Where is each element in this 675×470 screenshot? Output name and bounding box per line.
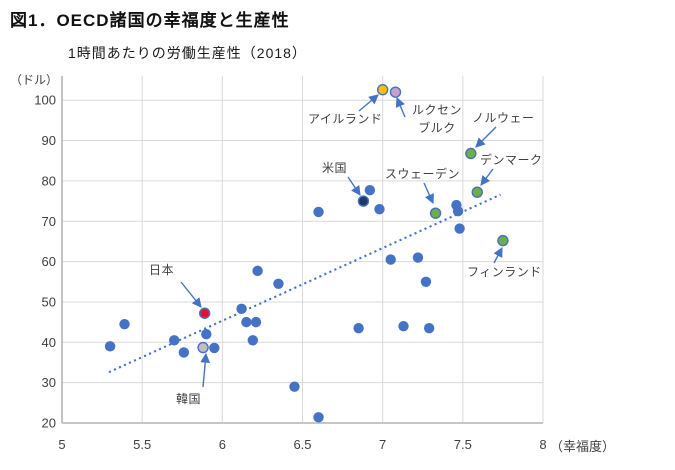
chart-title: 1時間あたりの労働生産性（2018） [68,45,307,61]
callout-arrow-denmark [480,168,494,186]
data-point-korea [197,341,209,354]
data-point [289,381,300,392]
data-point [374,203,385,215]
callout-arrow-usa [347,176,361,196]
data-point [398,320,409,332]
data-point [250,316,262,328]
y-tick-label: 80 [42,173,56,188]
callout-arrow-korea [200,352,211,388]
y-tick-label: 70 [42,214,56,229]
country-label-korea: 韓国 [176,392,201,406]
country-label-japan: 日本 [149,263,174,277]
x-tick-label: 8 [539,437,546,452]
data-point [241,316,252,328]
data-point [201,329,212,340]
country-label-denmark: デンマーク [480,152,543,167]
data-point-finland [497,234,509,247]
data-point-sweden [429,207,442,219]
data-point [252,265,263,277]
y-tick-label: 30 [42,375,56,390]
country-label-sweden: スウェーデン [385,166,460,181]
data-point [423,322,435,334]
y-axis-unit-label: （ドル） [10,73,59,87]
x-tick-label: 7 [379,437,386,452]
data-point-norway [465,147,477,160]
data-point [364,184,376,196]
data-point [236,303,247,315]
y-tick-label: 60 [42,254,56,269]
data-point [247,335,258,346]
data-point-ireland [376,84,389,96]
callout-arrow-sweden [423,182,434,205]
country-label-norway: ノルウェー [472,111,535,125]
y-tick-label: 90 [42,133,56,148]
data-point-luxembourg [389,86,402,98]
x-tick-label: 5 [58,437,65,452]
data-point [119,318,130,330]
callout-arrow-japan [180,281,202,308]
x-tick-label: 5.5 [133,437,151,452]
country-label-usa: 米国 [322,161,347,175]
callout-arrow-finland [493,247,503,264]
data-point-usa [357,195,370,207]
data-point-denmark [471,186,483,198]
x-tick-label: 6 [219,437,226,452]
country-label-luxembourg: ブルク [418,120,456,135]
figure-title: 図1．OECD諸国の幸福度と生産性 [10,11,290,30]
country-label-finland: フィンランド [467,265,542,279]
data-point-japan [198,307,211,319]
callout-arrow-luxembourg [395,96,406,118]
callout-arrow-ireland [358,94,379,112]
data-point [104,341,116,352]
y-tick-label: 40 [42,335,56,350]
data-point [273,278,284,289]
data-point [353,322,364,334]
data-point [209,342,220,354]
data-point [178,347,190,358]
data-point [313,206,324,218]
callout-arrow-norway [475,126,497,148]
data-point [412,252,424,263]
data-point [313,412,324,423]
data-point [169,335,180,346]
y-tick-label: 20 [42,416,56,431]
y-tick-label: 50 [42,294,56,309]
data-point [420,276,432,287]
country-label-ireland: アイルランド [308,112,382,126]
data-point [454,223,465,234]
x-tick-label: 6.5 [293,437,311,452]
y-tick-label: 100 [34,93,56,108]
data-point [385,254,396,265]
country-label-luxembourg: ルクセン [412,103,462,117]
x-tick-label: 7.5 [454,437,472,452]
x-axis-unit-label: （幸福度） [550,439,616,454]
data-point [452,205,464,217]
